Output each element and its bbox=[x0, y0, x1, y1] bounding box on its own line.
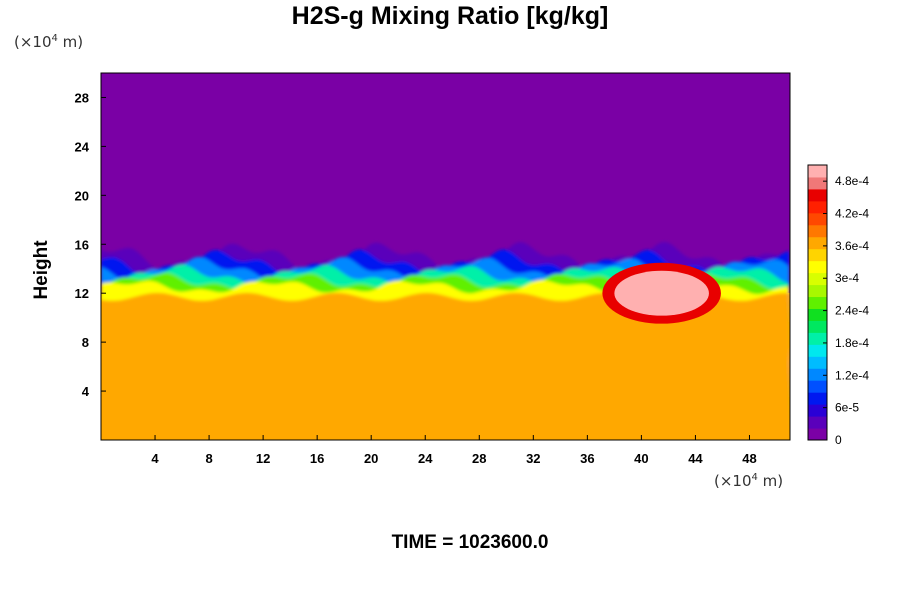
x-tick-label: 12 bbox=[256, 451, 270, 466]
colorbar-swatch bbox=[808, 308, 827, 321]
colorbar-swatch bbox=[808, 284, 827, 298]
x-tick-label: 44 bbox=[688, 451, 703, 466]
colorbar-frame bbox=[807, 164, 828, 441]
colorbar-label: 3.6e-4 bbox=[835, 239, 869, 253]
colorbar-swatch bbox=[808, 212, 827, 226]
colorbar-label: 2.4e-4 bbox=[835, 304, 869, 318]
colorbar-swatch bbox=[808, 392, 827, 405]
high-concentration-patch bbox=[602, 262, 721, 324]
colorbar-label: 3e-4 bbox=[835, 271, 859, 285]
chart-title: H2S-g Mixing Ratio [kg/kg] bbox=[291, 2, 609, 30]
y-tick-label: 4 bbox=[82, 384, 90, 399]
plot-frame bbox=[100, 72, 791, 441]
x-tick-label: 4 bbox=[151, 451, 159, 466]
colorbar-label: 0 bbox=[835, 433, 842, 447]
y-tick-label: 24 bbox=[75, 139, 90, 154]
y-unit-tail: m) bbox=[57, 33, 84, 51]
x-tick-label: 32 bbox=[526, 451, 540, 466]
x-tick-label: 28 bbox=[472, 451, 486, 466]
colorbar-swatch bbox=[808, 236, 827, 250]
colorbar-swatch bbox=[808, 176, 827, 190]
x-axis-ticks: 4 8 12 16 20 24 28 32 36 40 44 48 bbox=[151, 435, 757, 466]
x-tick-label: 8 bbox=[205, 451, 212, 466]
colorbar-swatch bbox=[808, 368, 827, 381]
colorbar-swatch bbox=[808, 416, 827, 429]
interface-mixing-band bbox=[101, 241, 790, 440]
colorbar-label: 1.8e-4 bbox=[835, 336, 869, 350]
colorbar-swatch bbox=[808, 296, 827, 309]
colorbar-swatch bbox=[808, 428, 827, 441]
colorbar-swatch bbox=[808, 404, 827, 417]
x-unit-tail: m) bbox=[757, 472, 784, 490]
x-tick-label: 20 bbox=[364, 451, 378, 466]
colorbar-swatch bbox=[808, 200, 827, 214]
colorbar-swatch bbox=[808, 224, 827, 238]
y-axis-ticks: 4 8 12 16 20 24 28 bbox=[75, 90, 106, 399]
y-tick-label: 28 bbox=[75, 90, 89, 105]
x-unit-exponent: 4 bbox=[751, 472, 758, 483]
colorbar-swatch bbox=[808, 260, 827, 274]
colorbar-swatch bbox=[808, 165, 827, 178]
colorbar-swatch bbox=[808, 344, 827, 357]
plot-area bbox=[101, 73, 790, 440]
colorbar-swatch bbox=[808, 248, 827, 262]
colorbar-swatch bbox=[808, 380, 827, 393]
x-tick-label: 24 bbox=[418, 451, 433, 466]
colorbar-label: 4.8e-4 bbox=[835, 174, 869, 188]
x-tick-label: 48 bbox=[742, 451, 756, 466]
colorbar-swatch bbox=[808, 188, 827, 202]
colorbar-swatch bbox=[808, 272, 827, 286]
lower-layer-edge bbox=[101, 292, 790, 440]
y-tick-label: 20 bbox=[75, 188, 89, 203]
colorbar: 0 6e-5 1.2e-4 1.8e-4 2.4e-4 3e-4 3.6e-4 4.2e-4 4… bbox=[807, 164, 869, 447]
y-tick-label: 8 bbox=[82, 335, 89, 350]
y-tick-label: 12 bbox=[75, 286, 89, 301]
colorbar-swatch bbox=[808, 356, 827, 369]
colorbar-swatch bbox=[808, 332, 827, 345]
y-unit-base: (×10 bbox=[14, 33, 52, 51]
colorbar-label: 1.2e-4 bbox=[835, 368, 869, 382]
colorbar-label: 4.2e-4 bbox=[835, 207, 869, 221]
x-unit-base: (×10 bbox=[714, 472, 752, 490]
x-axis-unit: (×104 m) bbox=[714, 472, 783, 490]
y-unit-exponent: 4 bbox=[51, 33, 58, 44]
x-tick-label: 16 bbox=[310, 451, 324, 466]
x-tick-label: 40 bbox=[634, 451, 648, 466]
colorbar-swatch bbox=[808, 320, 827, 333]
y-tick-label: 16 bbox=[75, 237, 89, 252]
x-tick-label: 36 bbox=[580, 451, 594, 466]
hot-patch-inner bbox=[614, 270, 709, 316]
colorbar-label: 6e-5 bbox=[835, 401, 859, 415]
y-axis-unit: (×104 m) bbox=[14, 33, 83, 51]
time-label: TIME = 1023600.0 bbox=[391, 532, 549, 553]
